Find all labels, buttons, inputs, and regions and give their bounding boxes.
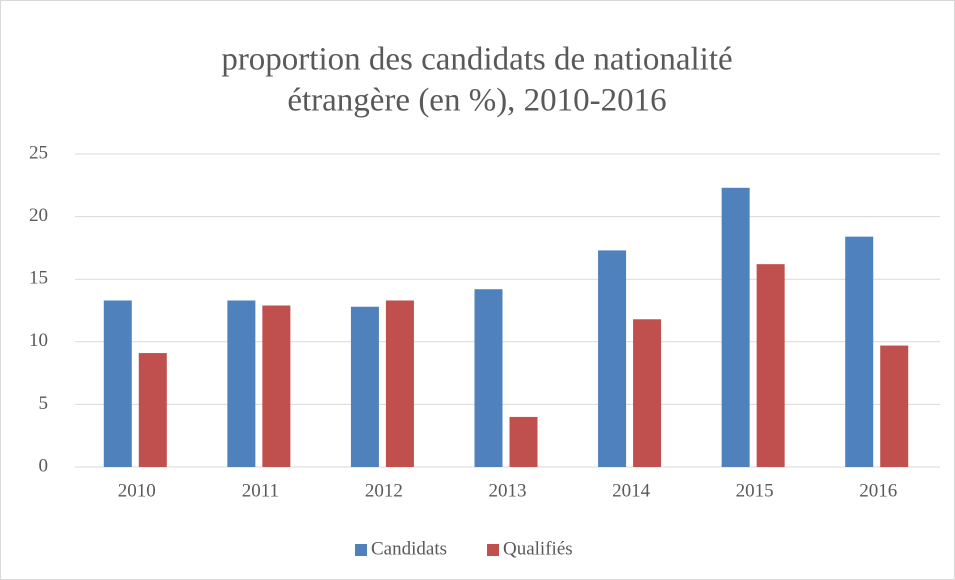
legend-label: Candidats [371, 538, 447, 559]
bar [756, 264, 785, 467]
y-tick-label: 15 [29, 268, 48, 289]
bar [598, 250, 627, 467]
x-tick-label: 2014 [612, 480, 651, 501]
bar [138, 353, 167, 467]
bar [262, 305, 291, 467]
x-tick-label: 2013 [489, 480, 527, 501]
bar [474, 289, 503, 467]
legend-label: Qualifiés [503, 538, 573, 559]
x-tick-label: 2011 [242, 480, 279, 501]
y-tick-label: 10 [29, 330, 48, 351]
bar [350, 306, 379, 467]
bar [103, 300, 132, 467]
x-tick-label: 2010 [118, 480, 156, 501]
bar [227, 300, 256, 467]
legend-swatch [355, 544, 367, 556]
x-tick-label: 2012 [365, 480, 403, 501]
x-tick-label: 2015 [736, 480, 774, 501]
x-tick-label: 2016 [859, 480, 897, 501]
bar [880, 345, 909, 467]
y-tick-label: 5 [39, 393, 49, 414]
y-tick-label: 25 [29, 142, 48, 163]
bar [509, 416, 538, 467]
y-tick-label: 0 [39, 455, 49, 476]
legend-swatch [487, 544, 499, 556]
y-tick-label: 20 [29, 205, 48, 226]
chart-title: proportion des candidats de nationalité [221, 42, 732, 78]
bar [385, 300, 414, 467]
bar [845, 236, 874, 467]
chart-title: étrangère (en %), 2010-2016 [287, 83, 666, 119]
bar [633, 319, 662, 467]
bar [721, 187, 750, 467]
